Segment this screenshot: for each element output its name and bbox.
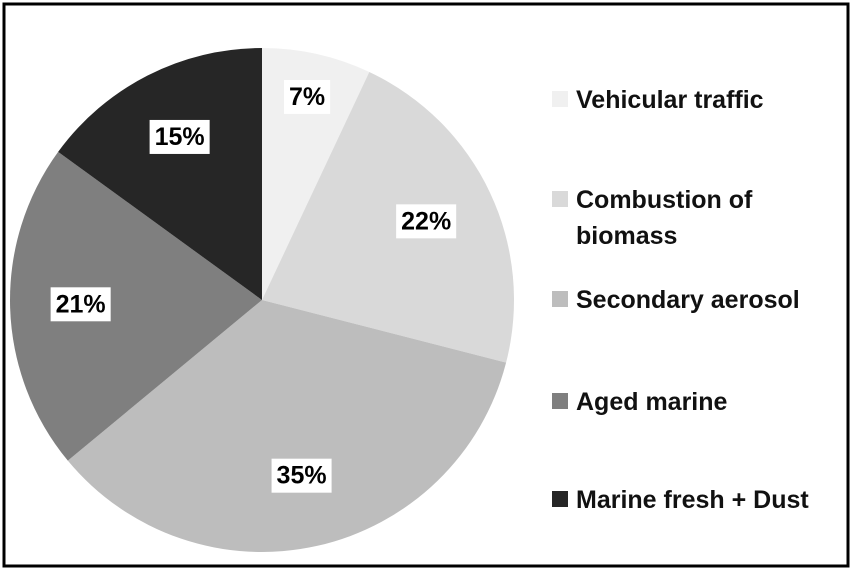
pie-slice bbox=[262, 71, 514, 363]
data-label-box bbox=[149, 119, 210, 154]
legend-label: Aged marine bbox=[576, 388, 728, 416]
pie-slice bbox=[58, 48, 262, 300]
legend-swatch bbox=[552, 191, 568, 207]
legend-label: Marine fresh + Dust bbox=[576, 486, 809, 514]
legend-item: Aged marine bbox=[552, 384, 842, 420]
data-label-box bbox=[50, 287, 111, 322]
legend-swatch bbox=[552, 393, 568, 409]
data-label-box bbox=[284, 79, 331, 114]
legend-label: Combustion of biomass bbox=[576, 186, 753, 250]
legend-item: Vehicular traffic bbox=[552, 82, 842, 118]
data-label-box bbox=[396, 204, 457, 239]
legend-item: Secondary aerosol bbox=[552, 282, 842, 318]
data-label: 7% bbox=[289, 83, 325, 111]
legend-item: Combustion of biomass bbox=[552, 182, 842, 254]
legend-swatch bbox=[552, 491, 568, 507]
data-label: 22% bbox=[401, 207, 451, 235]
data-label: 35% bbox=[277, 462, 327, 490]
data-label: 21% bbox=[56, 290, 106, 318]
pie-slice bbox=[67, 300, 507, 552]
pie-slice bbox=[10, 151, 263, 461]
legend-label: Vehicular traffic bbox=[576, 86, 764, 114]
legend-item: Marine fresh + Dust bbox=[552, 482, 842, 518]
legend-swatch bbox=[552, 91, 568, 107]
legend-label: Secondary aerosol bbox=[576, 286, 800, 314]
data-label: 15% bbox=[155, 123, 205, 151]
data-label-box bbox=[271, 458, 332, 493]
legend-swatch bbox=[552, 291, 568, 307]
